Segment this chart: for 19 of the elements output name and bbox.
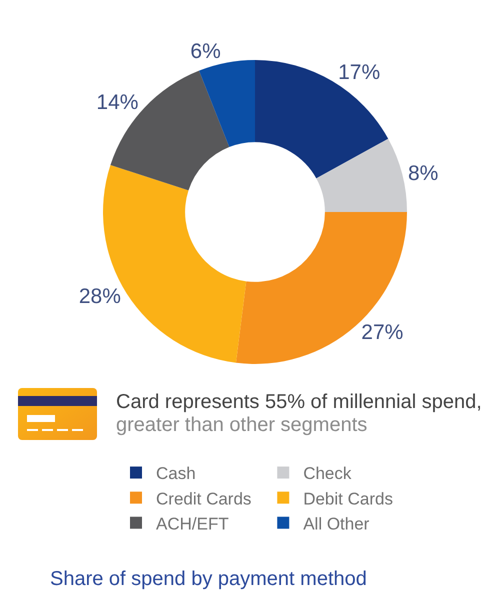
data-label: 17% [338,61,380,84]
data-label: 28% [78,285,121,308]
donut-slice [236,212,407,364]
legend-label: All Other [303,514,370,534]
data-label: 27% [361,320,404,344]
legend-label: ACH/EFT [156,514,229,534]
donut-slice [199,60,255,147]
donut-slice [255,60,388,178]
text: Card represents 55% of millennial spend, [116,391,482,413]
text: Share of spend by payment method [50,568,367,590]
legend-label: Cash [156,464,196,484]
legend-label: Credit Cards [156,489,252,508]
legend-label: Debit Cards [303,489,393,508]
data-label: 8% [408,162,438,185]
data-label: 6% [190,40,221,64]
donut-slice [316,138,407,212]
data-label: 14% [96,91,138,114]
legend-label: Check [303,464,352,484]
text: greater than other segments [116,414,368,436]
